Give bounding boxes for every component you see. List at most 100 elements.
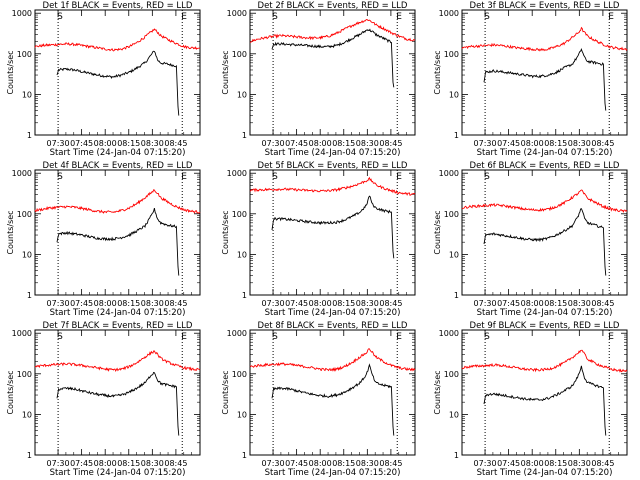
- x-tick-label: 07:45: [285, 139, 308, 148]
- plot-frame: [34, 329, 201, 456]
- x-tick-label: 08:30: [141, 299, 164, 308]
- x-axis-label: Start Time (24-Jan-04 07:15:20): [50, 468, 186, 478]
- x-axis-label: Start Time (24-Jan-04 07:15:20): [265, 148, 401, 158]
- y-axis-label: Counts/sec: [433, 370, 442, 414]
- x-tick-label: 07:30: [474, 139, 497, 148]
- panel-det-8f: Det 8f BLACK = Events, RED = LLD 1 10 100 10…: [221, 321, 416, 478]
- y-axis-label: Counts/sec: [221, 210, 230, 254]
- y-tick-label: 10: [237, 90, 247, 99]
- panel-det-6f: Det 6f BLACK = Events, RED = LLD 1 10 100 10…: [433, 161, 628, 318]
- x-tick-label: 08:15: [117, 299, 140, 308]
- x-axis-label: Start Time (24-Jan-04 07:15:20): [50, 148, 186, 158]
- plot-frame: [249, 169, 416, 296]
- y-tick-label: 10: [237, 410, 247, 419]
- x-tick-label: 08:30: [568, 459, 591, 468]
- y-tick-label: 1: [454, 131, 459, 140]
- y-tick-label: 100: [232, 50, 247, 59]
- y-tick-label: 1000: [227, 169, 247, 178]
- x-tick-label: 08:45: [591, 459, 614, 468]
- y-axis-label: Counts/sec: [221, 50, 230, 94]
- plot-frame: [461, 9, 628, 136]
- x-tick-label: 08:45: [591, 139, 614, 148]
- y-tick-label: 10: [449, 250, 459, 259]
- x-tick-label: 07:45: [497, 459, 520, 468]
- events-series-line: [483, 208, 607, 276]
- x-tick-label: 08:45: [164, 299, 187, 308]
- x-tick-label: 08:00: [94, 459, 117, 468]
- panel-title: Det 6f BLACK = Events, RED = LLD: [470, 161, 620, 171]
- x-tick-label: 08:00: [521, 299, 544, 308]
- y-tick-label: 1000: [12, 9, 32, 18]
- x-tick-label: 07:30: [47, 139, 70, 148]
- x-tick-label: 07:30: [262, 139, 285, 148]
- lld-series-line: [34, 350, 201, 372]
- events-series-line: [56, 207, 180, 276]
- panel-title: Det 5f BLACK = Events, RED = LLD: [258, 161, 408, 171]
- y-tick-label: 1000: [12, 169, 32, 178]
- panel-title: Det 9f BLACK = Events, RED = LLD: [470, 321, 620, 331]
- x-tick-label: 08:30: [356, 299, 379, 308]
- x-tick-label: 07:45: [70, 459, 93, 468]
- x-axis-label: Start Time (24-Jan-04 07:15:20): [265, 468, 401, 478]
- x-axis-label: Start Time (24-Jan-04 07:15:20): [477, 148, 613, 158]
- x-tick-label: 08:45: [379, 459, 402, 468]
- x-tick-label: 08:30: [141, 459, 164, 468]
- y-axis-label: Counts/sec: [433, 210, 442, 254]
- y-tick-label: 1000: [227, 329, 247, 338]
- lld-series-line: [34, 189, 201, 214]
- x-tick-label: 08:45: [379, 299, 402, 308]
- y-tick-label: 1000: [439, 9, 459, 18]
- y-tick-label: 1000: [12, 329, 32, 338]
- y-tick-label: 100: [17, 210, 32, 219]
- lld-series-line: [249, 348, 416, 372]
- end-marker-label: E: [608, 12, 614, 22]
- x-tick-label: 08:15: [117, 459, 140, 468]
- plot-frame: [249, 329, 416, 456]
- plot-frame: [461, 169, 628, 296]
- y-axis-label: Counts/sec: [6, 50, 15, 94]
- x-tick-label: 08:45: [379, 139, 402, 148]
- x-axis-label: Start Time (24-Jan-04 07:15:20): [50, 308, 186, 318]
- y-tick-label: 1: [454, 451, 459, 460]
- x-tick-label: 08:00: [309, 299, 332, 308]
- x-tick-label: 08:45: [164, 139, 187, 148]
- end-marker-label: E: [396, 172, 402, 182]
- start-marker-label: S: [272, 332, 278, 342]
- y-tick-label: 1000: [439, 169, 459, 178]
- y-tick-label: 10: [237, 250, 247, 259]
- panel-det-4f: Det 4f BLACK = Events, RED = LLD 1 10 100 10…: [6, 161, 201, 318]
- panel-det-3f: Det 3f BLACK = Events, RED = LLD 1 10 100 10…: [433, 1, 628, 158]
- panel-title: Det 4f BLACK = Events, RED = LLD: [43, 161, 193, 171]
- plot-frame: [249, 9, 416, 136]
- panel-title: Det 7f BLACK = Events, RED = LLD: [43, 321, 193, 331]
- x-tick-label: 08:15: [332, 299, 355, 308]
- x-tick-label: 08:45: [591, 299, 614, 308]
- x-tick-label: 08:00: [94, 139, 117, 148]
- x-axis-label: Start Time (24-Jan-04 07:15:20): [265, 308, 401, 318]
- x-tick-label: 07:30: [47, 299, 70, 308]
- x-tick-label: 08:30: [568, 139, 591, 148]
- y-tick-label: 10: [449, 90, 459, 99]
- panel-det-2f: Det 2f BLACK = Events, RED = LLD 1 10 100 10…: [221, 1, 416, 158]
- y-axis-label: Counts/sec: [6, 210, 15, 254]
- y-tick-label: 10: [22, 250, 32, 259]
- y-axis-label: Counts/sec: [221, 370, 230, 414]
- y-tick-label: 1: [242, 451, 247, 460]
- y-tick-label: 1000: [439, 329, 459, 338]
- end-marker-label: E: [396, 12, 402, 22]
- x-tick-label: 07:30: [47, 459, 70, 468]
- x-axis-label: Start Time (24-Jan-04 07:15:20): [477, 468, 613, 478]
- start-marker-label: S: [57, 172, 63, 182]
- y-tick-label: 10: [22, 90, 32, 99]
- panel-title: Det 3f BLACK = Events, RED = LLD: [470, 1, 620, 11]
- end-marker-label: E: [181, 12, 187, 22]
- events-series-line: [271, 195, 395, 259]
- x-tick-label: 07:45: [285, 459, 308, 468]
- x-tick-label: 08:15: [332, 459, 355, 468]
- panel-title: Det 1f BLACK = Events, RED = LLD: [43, 1, 193, 11]
- x-tick-label: 08:00: [309, 139, 332, 148]
- x-tick-label: 07:30: [474, 299, 497, 308]
- start-marker-label: S: [272, 172, 278, 182]
- panel-title: Det 2f BLACK = Events, RED = LLD: [258, 1, 408, 11]
- x-tick-label: 08:00: [521, 139, 544, 148]
